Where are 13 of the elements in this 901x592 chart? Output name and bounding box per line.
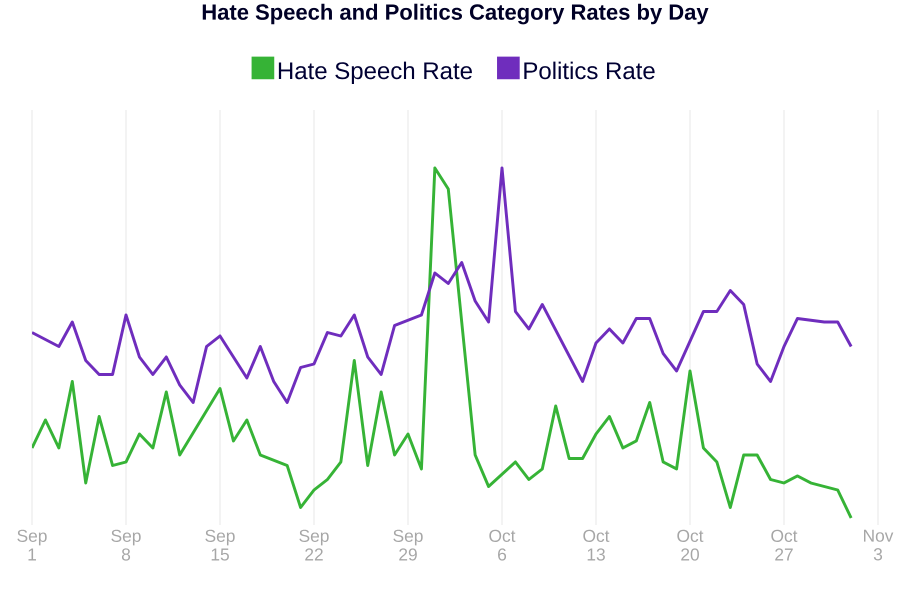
- x-tick-label: Oct 13: [583, 530, 610, 561]
- x-tick-label: Sep 8: [111, 530, 141, 561]
- chart-title: Hate Speech and Politics Category Rates by Day: [202, 4, 709, 24]
- x-tick-label: Sep 1: [17, 530, 47, 560]
- x-tick-label: Oct 27: [771, 530, 798, 560]
- legend-label: Politics Rate: [524, 62, 655, 80]
- x-tick-label: Sep 29: [393, 530, 423, 561]
- x-tick-label: Oct 6: [489, 530, 516, 561]
- x-tick-label: Sep 22: [299, 530, 329, 560]
- legend-label: Hate Speech Rate: [278, 62, 472, 84]
- x-tick-label: Nov 3: [864, 530, 894, 560]
- x-tick-label: Oct 20: [677, 530, 704, 561]
- x-tick-label: Sep 15: [205, 530, 235, 561]
